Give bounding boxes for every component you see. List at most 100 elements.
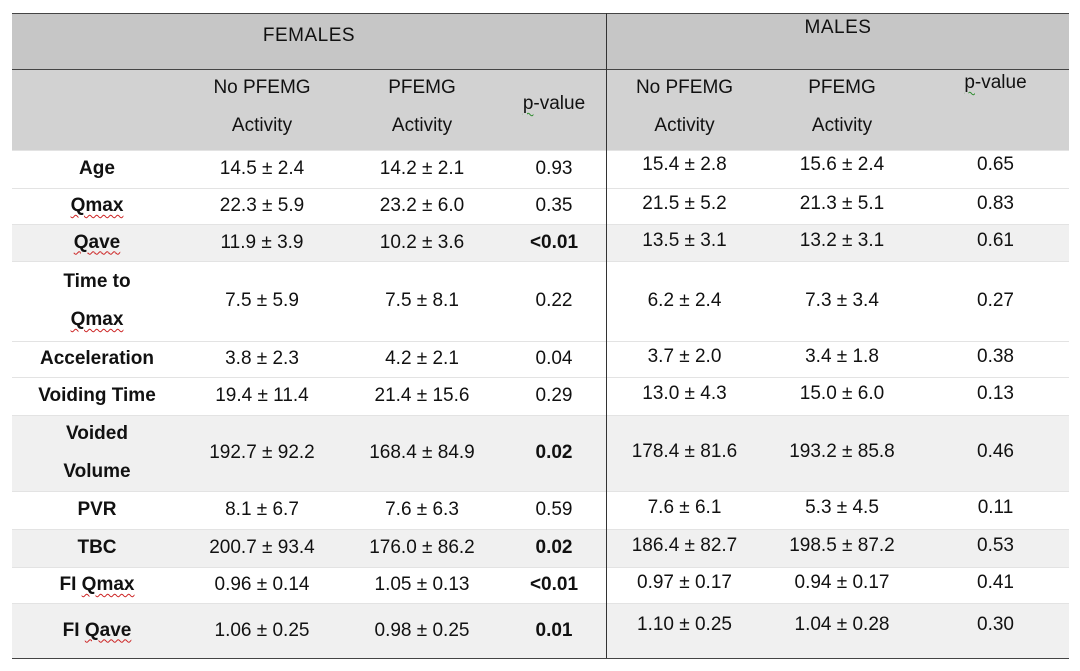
cell-f-p: <0.01 (529, 231, 579, 253)
cell-f-pf: 21.4 ± 15.6 (374, 385, 470, 406)
cell-m-pf: 3.4 ± 1.8 (805, 346, 879, 367)
cell-f-p: 0.01 (535, 619, 573, 641)
row-label: FI Qmax (12, 567, 182, 603)
row-label: Acceleration (12, 341, 182, 377)
table-row: Voiding Time 19.4 ± 11.4 21.4 ± 15.6 0.29 13… (12, 377, 1069, 415)
row-separator (12, 341, 1069, 342)
table-row: FI Qave 1.06 ± 0.25 0.98 ± 0.25 0.01 1.10 ± … (12, 603, 1069, 658)
cell-m-pf: 193.2 ± 85.8 (789, 441, 895, 462)
group-females: FEMALES (262, 24, 356, 46)
cell-m-pf: 5.3 ± 4.5 (805, 497, 879, 518)
row-label-line1: TBC (77, 537, 117, 558)
cell-m-pf: 7.3 ± 3.4 (805, 290, 879, 311)
cell-m-p: 0.30 (977, 613, 1014, 635)
col-m-no-pfemg-line1: No PFEMG (635, 77, 734, 98)
col-m-pfemg-line2: Activity (811, 115, 873, 136)
p-suffix: -value (533, 93, 586, 114)
cell-f-no: 19.4 ± 11.4 (215, 385, 309, 406)
cell-f-no: 0.96 ± 0.14 (214, 574, 310, 595)
cell-f-no: 14.5 ± 2.4 (219, 158, 305, 179)
cell-f-p: 0.59 (535, 499, 573, 520)
row-label-line2: Volume (63, 461, 131, 482)
col-m-p-value: p -value (922, 64, 1069, 102)
table-row: Voided Volume 192.7 ± 92.2 168.4 ± 84.9 0.02… (12, 415, 1069, 491)
cell-m-pf: 198.5 ± 87.2 (789, 535, 895, 556)
table-row: TBC 200.7 ± 93.4 176.0 ± 86.2 0.02 186.4 ± 8… (12, 529, 1069, 567)
cell-f-no: 1.06 ± 0.25 (214, 619, 310, 641)
cell-f-pf: 1.05 ± 0.13 (374, 574, 470, 595)
row-label-line1: Age (79, 158, 115, 179)
cell-m-pf: 15.6 ± 2.4 (799, 154, 885, 175)
cell-m-pf: 15.0 ± 6.0 (799, 383, 885, 404)
cell-m-no: 7.6 ± 6.1 (647, 497, 722, 518)
cell-m-pf: 1.04 ± 0.28 (794, 613, 890, 635)
row-label-line1: FI Qave (63, 612, 132, 650)
cell-f-pf: 7.6 ± 6.3 (385, 499, 459, 520)
cell-m-p: 0.65 (977, 154, 1014, 175)
row-separator (12, 261, 1069, 262)
cell-m-no: 13.5 ± 3.1 (642, 229, 727, 251)
table-row: Qave 11.9 ± 3.9 10.2 ± 3.6 <0.01 13.5 ± 3.1 1… (12, 224, 1069, 261)
cell-f-p: 0.22 (535, 290, 573, 311)
row-label-line1: PVR (77, 499, 117, 520)
col-m-no-pfemg-line2: Activity (654, 115, 715, 136)
row-label-line1: Voided (66, 423, 128, 444)
row-separator (12, 224, 1069, 225)
row-label: TBC (12, 529, 182, 567)
row-label-line1: Qave (73, 231, 121, 253)
cell-m-pf: 21.3 ± 5.1 (799, 193, 885, 214)
column-header-row (12, 69, 1069, 150)
row-label: FI Qave (12, 603, 182, 658)
cell-f-no: 200.7 ± 93.4 (209, 537, 315, 558)
cell-m-no: 15.4 ± 2.8 (642, 154, 727, 175)
row-label-line1: Qmax (70, 195, 124, 216)
cell-m-no: 21.5 ± 5.2 (642, 193, 727, 214)
row-label: Voided Volume (12, 415, 182, 491)
row-label: Time to Qmax (12, 261, 182, 341)
cell-m-no: 6.2 ± 2.4 (647, 290, 722, 311)
cell-f-no: 11.9 ± 3.9 (220, 231, 304, 253)
col-m-pfemg-line1: PFEMG (808, 77, 876, 98)
table-row: Time to Qmax 7.5 ± 5.9 7.5 ± 8.1 0.22 6.2 ± 2… (12, 261, 1069, 341)
label-prefix: FI (62, 619, 85, 641)
row-label: PVR (12, 491, 182, 529)
cell-f-no: 192.7 ± 92.2 (209, 442, 315, 463)
cell-m-pf: 13.2 ± 3.1 (799, 229, 885, 251)
col-f-pfemg-line1: PFEMG (388, 77, 456, 98)
cell-f-pf: 7.5 ± 8.1 (385, 290, 459, 311)
cell-f-p: <0.01 (529, 574, 579, 595)
cell-m-no: 0.97 ± 0.17 (637, 572, 732, 593)
cell-f-pf: 4.2 ± 2.1 (385, 348, 459, 369)
cell-f-pf: 0.98 ± 0.25 (374, 619, 470, 641)
row-label: Qmax (12, 188, 182, 224)
row-separator (12, 567, 1069, 568)
cell-f-p: 0.35 (535, 195, 573, 216)
cell-m-pf: 0.94 ± 0.17 (794, 572, 890, 593)
label-term: Qmax (81, 574, 135, 595)
cell-m-p: 0.46 (977, 441, 1014, 462)
cell-f-no: 8.1 ± 6.7 (225, 499, 299, 520)
cell-f-pf: 10.2 ± 3.6 (379, 231, 465, 253)
row-separator (12, 603, 1069, 604)
cell-f-p: 0.02 (535, 442, 573, 463)
label-term: Qave (84, 619, 132, 641)
row-label: Qave (12, 224, 182, 261)
cell-m-p: 0.13 (977, 383, 1014, 404)
row-separator (12, 188, 1069, 189)
col-f-p-value: p -value (502, 85, 606, 123)
top-rule (12, 13, 1069, 14)
cell-m-p: 0.41 (977, 572, 1014, 593)
label-prefix: FI (59, 574, 82, 595)
cell-f-p: 0.93 (535, 158, 573, 179)
group-rule (12, 69, 1069, 70)
cell-m-p: 0.83 (977, 193, 1014, 214)
row-separator (12, 150, 1069, 151)
cell-f-p: 0.29 (535, 385, 573, 406)
cell-m-p: 0.53 (977, 535, 1014, 556)
group-divider (606, 13, 607, 658)
cell-m-no: 186.4 ± 82.7 (631, 535, 738, 556)
row-label-line2: Qmax (70, 309, 124, 330)
row-separator (12, 491, 1069, 492)
cell-m-p: 0.61 (977, 229, 1014, 251)
group-header-row (12, 13, 1069, 69)
